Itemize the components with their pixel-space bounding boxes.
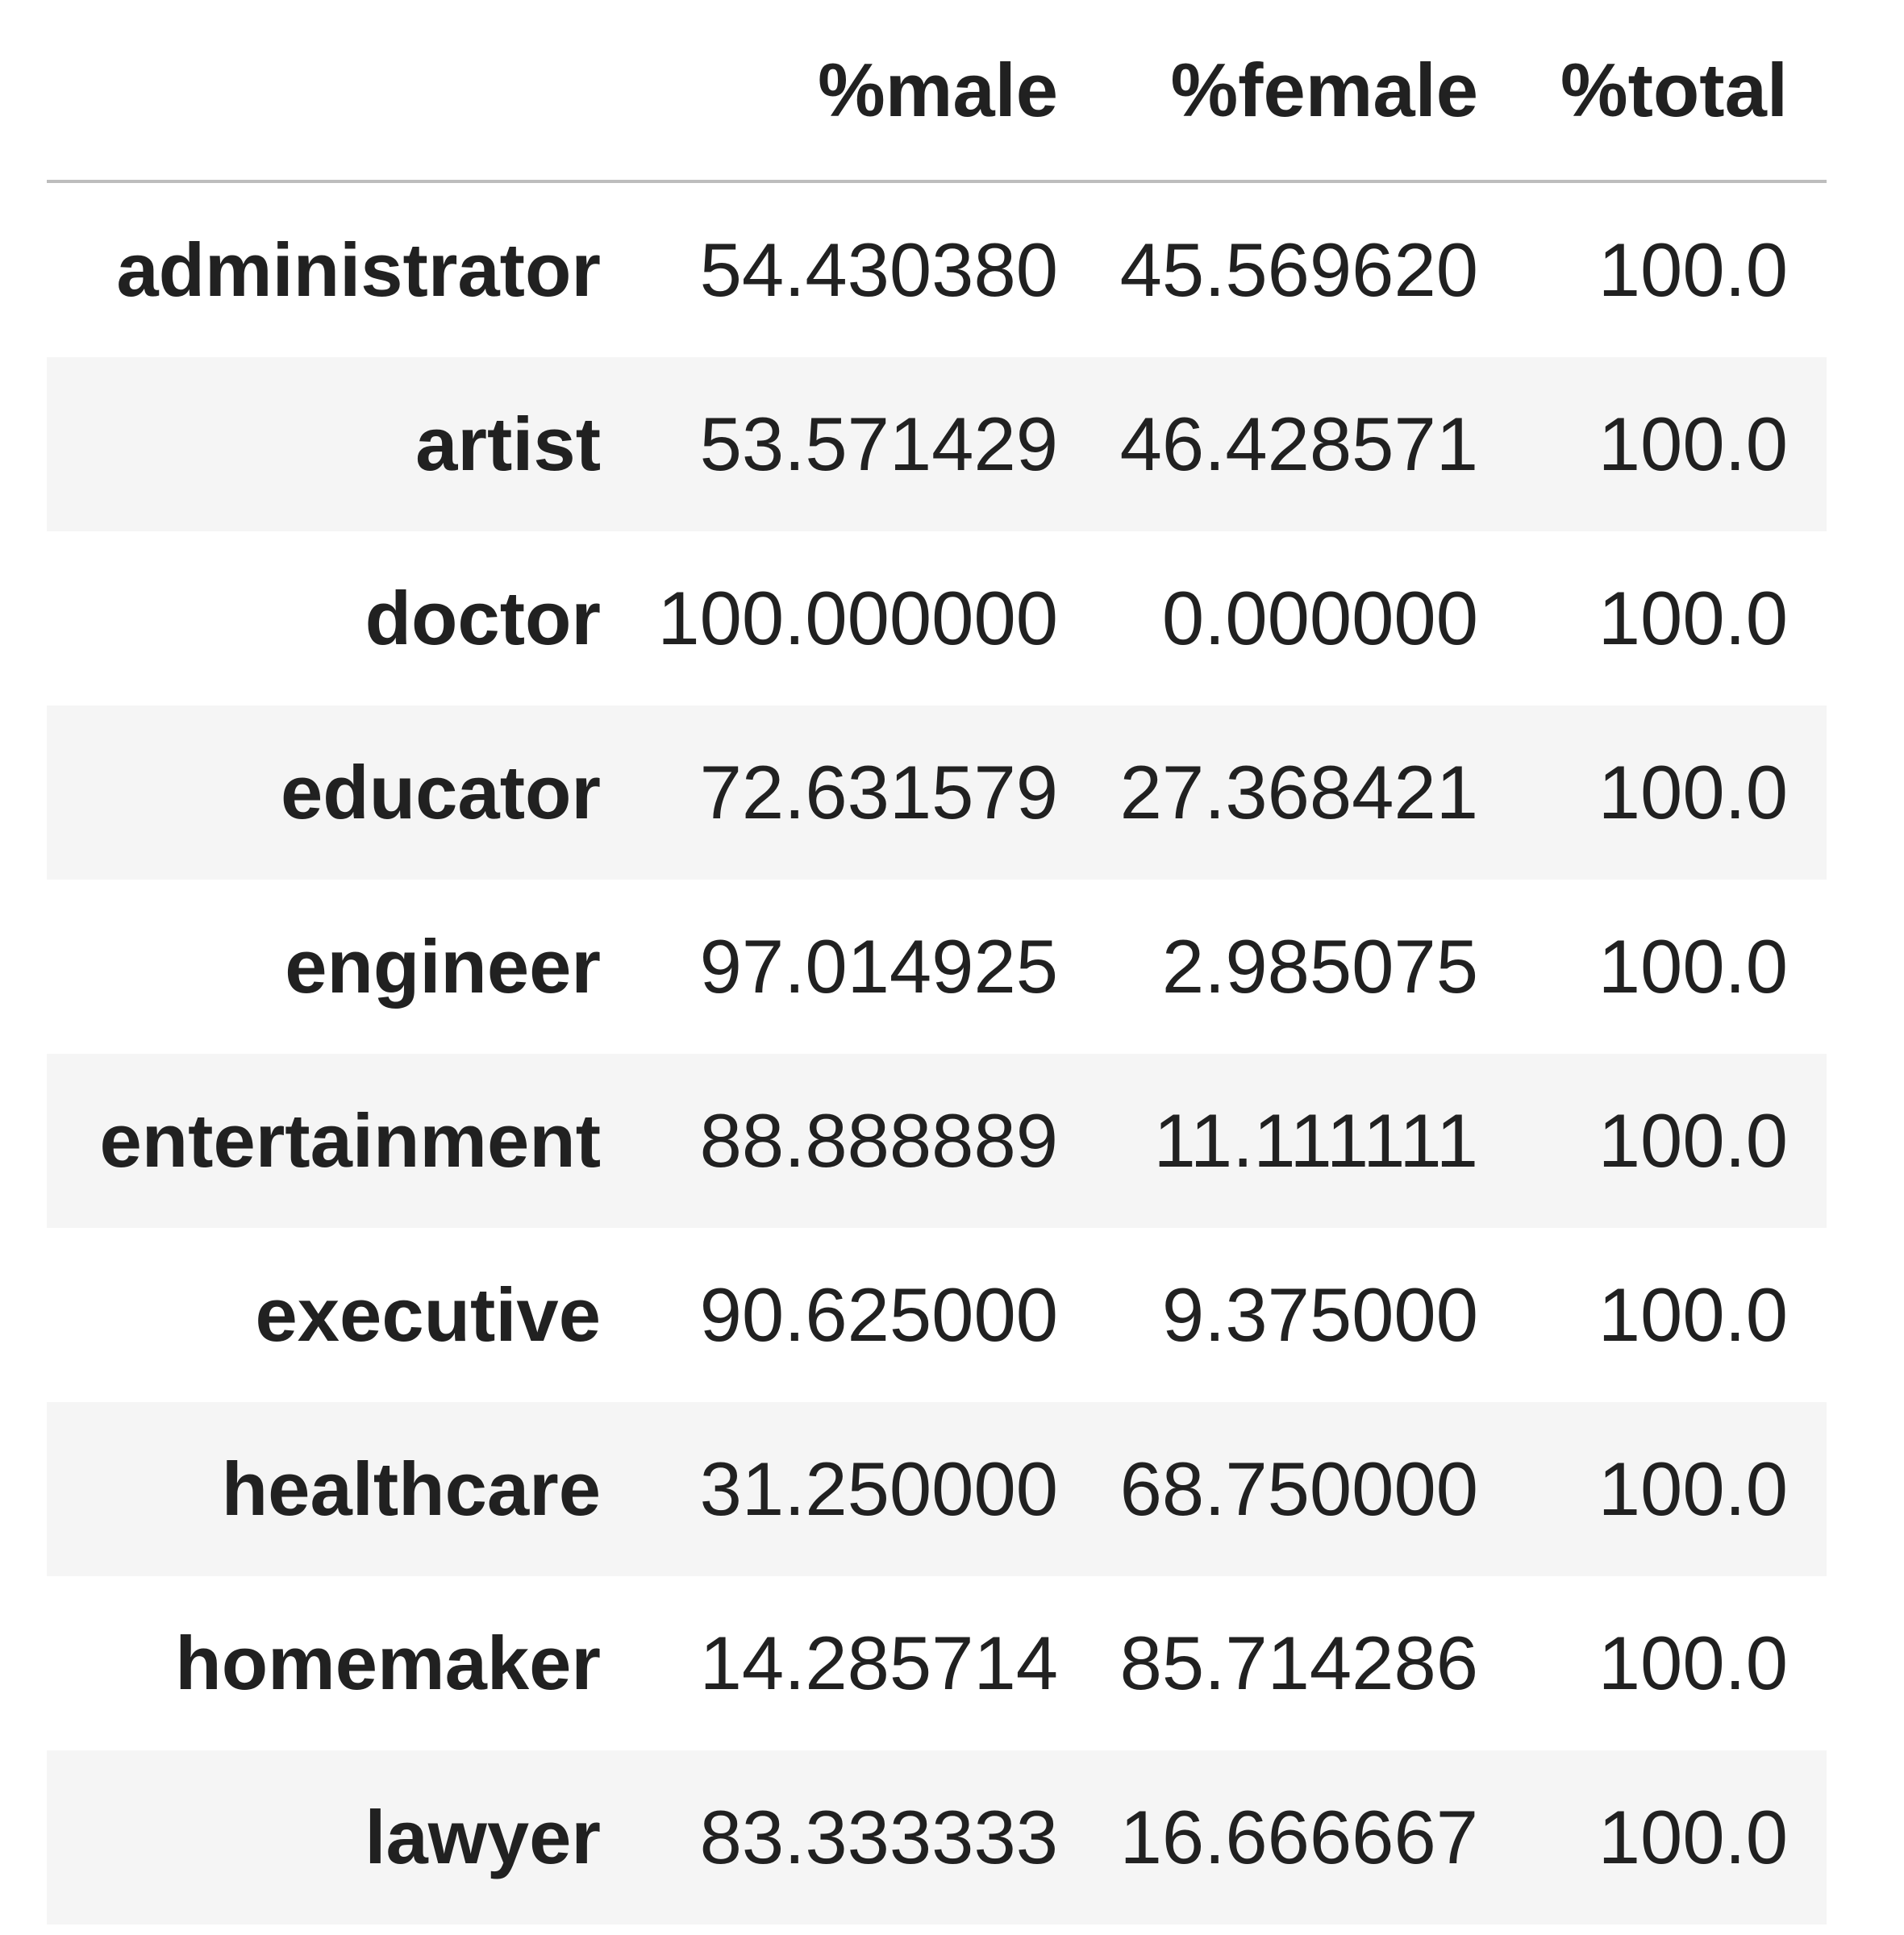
cell-female: 85.714286 [1119,1621,1478,1705]
cell-male: 83.333333 [699,1795,1058,1879]
cell-total: 100.0 [1598,1272,1788,1357]
cell-male: 100.000000 [657,576,1058,660]
cell-total: 100.0 [1598,227,1788,312]
column-header-female: %female [1058,0,1478,183]
cell-total: 100.0 [1598,1446,1788,1531]
cell-total: 100.0 [1598,1795,1788,1879]
cell-female: 68.750000 [1119,1446,1478,1531]
row-label: executive [255,1272,601,1357]
row-label: entertainment [99,1098,601,1183]
cell-female: 46.428571 [1119,402,1478,486]
table-row: engineer 97.014925 2.985075 100.0 [47,880,1827,1054]
table-row: entertainment 88.888889 11.111111 100.0 [47,1054,1827,1228]
column-header-male: %male [601,0,1058,183]
table-row: educator 72.631579 27.368421 100.0 [47,705,1827,880]
cell-male: 53.571429 [699,402,1058,486]
cell-female: 11.111111 [1153,1098,1478,1183]
table-row: executive 90.625000 9.375000 100.0 [47,1228,1827,1402]
column-header-total: %total [1478,0,1827,183]
cell-total: 100.0 [1598,402,1788,486]
index-corner-header [47,0,601,183]
cell-total: 100.0 [1598,576,1788,660]
cell-total: 100.0 [1598,924,1788,1009]
cell-female: 45.569620 [1119,227,1478,312]
cell-female: 9.375000 [1161,1272,1478,1357]
cell-male: 14.285714 [699,1621,1058,1705]
cell-total: 100.0 [1598,1621,1788,1705]
row-label: lawyer [365,1795,601,1879]
row-label: engineer [285,924,601,1009]
table-row: healthcare 31.250000 68.750000 100.0 [47,1402,1827,1576]
table-header: %male %female %total [47,0,1827,183]
table-row: lawyer 83.333333 16.666667 100.0 [47,1750,1827,1925]
dataframe-table: %male %female %total administrator 54.430… [47,0,1827,1925]
cell-male: 90.625000 [699,1272,1058,1357]
table-row: doctor 100.000000 0.000000 100.0 [47,531,1827,705]
header-row: %male %female %total [47,0,1827,183]
cell-total: 100.0 [1598,750,1788,834]
row-label: educator [281,750,601,834]
cell-female: 0.000000 [1161,576,1478,660]
cell-male: 31.250000 [699,1446,1058,1531]
cell-female: 16.666667 [1119,1795,1478,1879]
cell-male: 97.014925 [699,924,1058,1009]
cell-female: 27.368421 [1119,750,1478,834]
row-label: healthcare [221,1446,601,1531]
cell-total: 100.0 [1598,1098,1788,1183]
table-body: administrator 54.430380 45.569620 100.0 arti… [47,181,1827,1925]
cell-female: 2.985075 [1161,924,1478,1009]
table-row: administrator 54.430380 45.569620 100.0 [47,181,1827,357]
cell-male: 88.888889 [699,1098,1058,1183]
row-label: homemaker [175,1621,601,1705]
cell-male: 72.631579 [699,750,1058,834]
row-label: doctor [365,576,601,660]
cell-male: 54.430380 [699,227,1058,312]
table-row: artist 53.571429 46.428571 100.0 [47,357,1827,531]
row-label: artist [415,402,601,486]
table-row: homemaker 14.285714 85.714286 100.0 [47,1576,1827,1750]
row-label: administrator [116,227,601,312]
